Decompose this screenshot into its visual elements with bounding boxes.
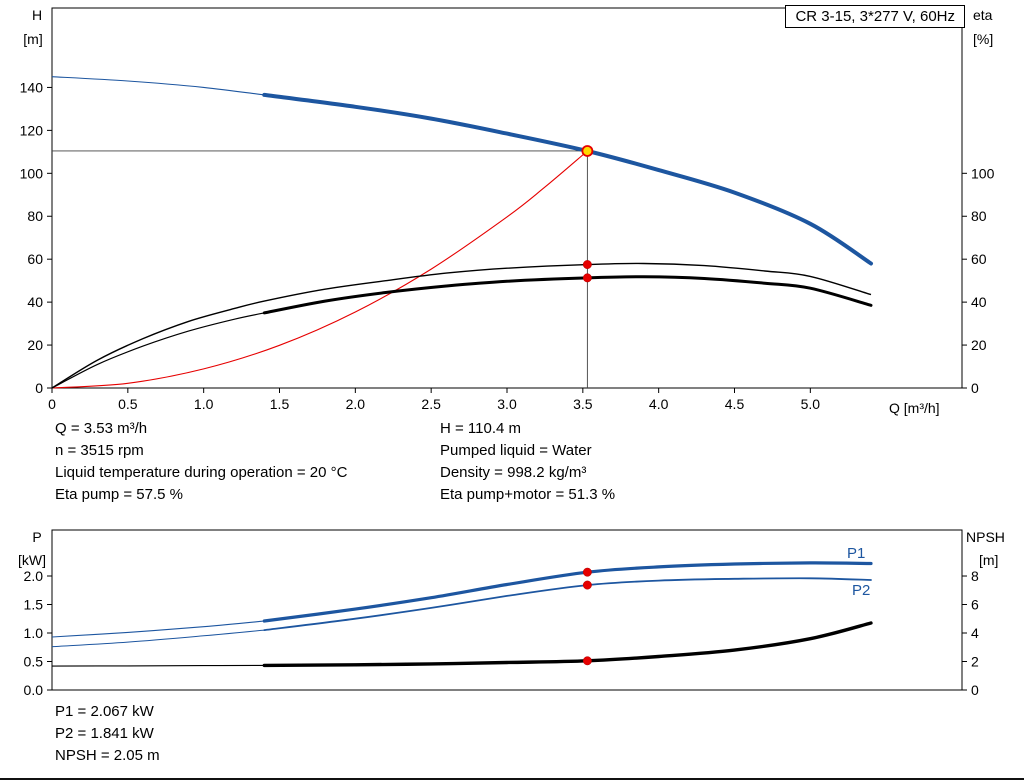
x-axis-tick-label: 3.5 [573,396,593,412]
y-left-tick-label: 0.0 [24,682,44,698]
eta-pump-motor-curve-leadin [51,312,265,389]
eta-axis-unit: [%] [973,31,994,47]
x-axis-tick-label: 3.0 [497,396,517,412]
hq-eta-chart: 0 20 40 60 80 100 120 140 0 20 40 60 80 100 0 0.5 1.0 1.5… [20,7,995,412]
p2-curve-label: P2 [852,582,871,599]
annotation-density: Density = 998.2 kg/m³ [440,464,587,481]
x-axis-tick-label: 2.0 [346,396,366,412]
annotation-p2: P2 = 1.841 kW [55,725,154,742]
curve-point-marker [582,260,592,270]
q-axis-label: Q [m³/h] [889,400,940,416]
curve-point-marker [582,656,592,666]
y-left-tick-label: 1.5 [24,596,44,612]
y-left-tick-label: 1.0 [24,625,44,641]
y-left-tick-label: 80 [27,208,43,224]
y-right-tick-label: 2 [971,654,979,670]
p1-curve-label: P1 [847,545,866,562]
p-axis-unit: [kW] [18,552,46,568]
p-axis-title: P [32,529,42,545]
x-axis-tick-label: 4.0 [649,396,669,412]
annotation-eta-pump-motor: Eta pump+motor = 51.3 % [440,486,616,503]
y-left-tick-label: 60 [27,251,43,267]
y-right-tick-label: 6 [971,597,979,613]
h-axis-title: H [31,7,43,23]
curve-point-marker [582,580,592,590]
p2-curve-leadin [51,629,265,648]
bottom-divider [0,778,1024,780]
annotation-speed: n = 3515 rpm [55,442,144,459]
y-left-tick-label: 20 [27,337,43,353]
y-right-tick-label: 20 [971,337,987,353]
y-right-tick-label: 100 [971,165,995,181]
x-axis-tick-label: 4.5 [725,396,745,412]
annotation-temperature: Liquid temperature during operation = 20… [55,464,348,481]
annotation-flow: Q = 3.53 m³/h [55,420,148,437]
plot-frame [51,7,963,389]
y-right-tick-label: 80 [971,208,987,224]
y-left-tick-label: 0 [35,380,43,396]
y-right-tick-label: 0 [971,682,979,698]
curve-point-marker [582,567,592,577]
y-right-tick-label: 60 [971,251,987,267]
x-axis-tick-label: 0.5 [118,396,138,412]
npsh-curve-leadin [51,664,265,667]
y-left-tick-label: 140 [20,79,44,95]
y-left-tick-label: 120 [20,122,44,138]
npsh-axis-title: NPSH [966,529,1005,545]
x-axis-tick-label: 5.0 [801,396,821,412]
y-right-tick-label: 0 [971,380,979,396]
y-left-tick-label: 40 [27,294,43,310]
head-curve-leadin [51,76,265,96]
curve-point-marker [582,273,592,283]
y-left-tick-label: 0.5 [24,653,44,669]
eta-pump-curve [51,262,872,389]
annotation-liquid: Pumped liquid = Water [440,442,592,459]
x-axis-tick-label: 1.0 [194,396,214,412]
x-axis-tick-label: 0 [48,396,56,412]
h-axis-unit: [m] [23,31,43,47]
power-npsh-chart: 0.0 0.5 1.0 1.5 2.0 0 2 4 6 8 [24,529,979,698]
annotation-head: H = 110.4 m [440,420,522,437]
y-right-tick-label: 40 [971,294,987,310]
annotation-eta-pump: Eta pump = 57.5 % [55,486,183,503]
duty-point-marker [581,145,594,157]
y-right-tick-label: 8 [971,568,979,584]
system-curve-curve [51,150,588,389]
x-axis-tick-label: 1.5 [270,396,290,412]
y-left-tick-label: 100 [20,165,44,181]
annotation-npsh: NPSH = 2.05 m [55,747,160,764]
pump-model-title: CR 3-15, 3*277 V, 60Hz [785,5,965,28]
p1-curve-leadin [51,620,265,638]
y-left-tick-label: 2.0 [24,568,44,584]
x-axis-tick-label: 2.5 [421,396,441,412]
y-right-tick-label: 4 [971,625,979,641]
npsh-axis-unit: [m] [979,552,999,568]
annotation-p1: P1 = 2.067 kW [55,703,154,720]
eta-axis-title: eta [973,7,993,23]
